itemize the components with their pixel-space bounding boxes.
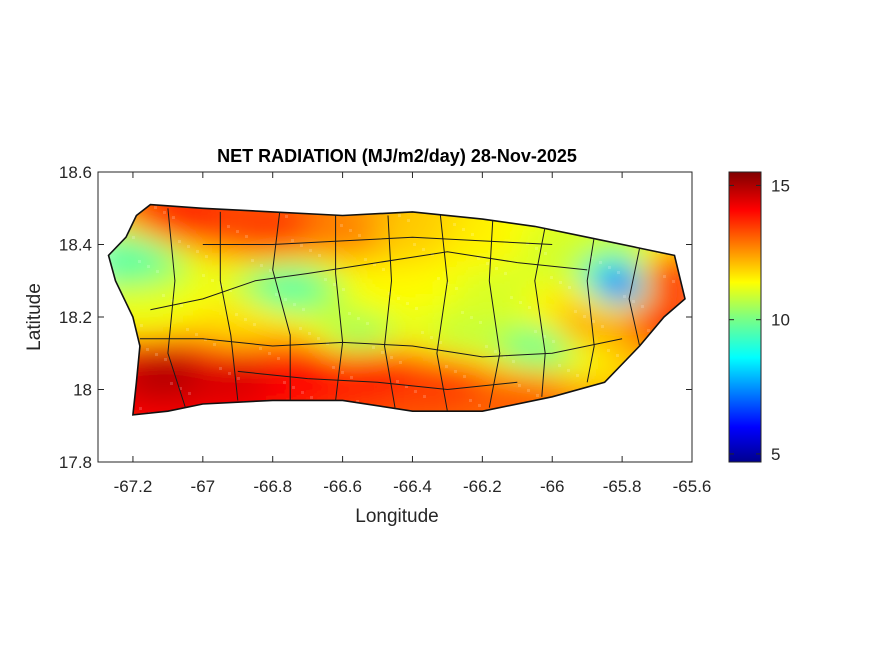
colorbar-tick-label: 10 <box>771 311 790 330</box>
y-axis-label: Latitude <box>24 283 45 351</box>
x-axis-ticks: -67.2 -67 -66.8 -66.6 -66.4 -66.2 -66 -65.8 -65.… <box>114 172 712 496</box>
y-tick-label: 18.2 <box>59 308 92 327</box>
x-tick-label: -66.2 <box>463 477 502 496</box>
x-tick-label: -65.6 <box>673 477 712 496</box>
x-tick-label: -66.6 <box>323 477 362 496</box>
municipality-boundaries <box>139 208 641 412</box>
colorbar-ticks: 5 10 15 <box>729 176 790 464</box>
y-tick-label: 18.4 <box>59 236 92 255</box>
y-tick-label: 17.8 <box>59 453 92 472</box>
x-tick-label: -67.2 <box>114 477 153 496</box>
colorbar-tick-label: 15 <box>771 176 790 195</box>
x-tick-label: -66.8 <box>253 477 292 496</box>
y-axis-ticks: 17.8 18 18.2 18.4 18.6 <box>59 163 692 472</box>
x-tick-label: -65.8 <box>603 477 642 496</box>
island-outline <box>107 203 686 416</box>
colorbar <box>728 171 762 463</box>
x-tick-label: -67 <box>191 477 216 496</box>
colorbar-tick-label: 5 <box>771 445 780 464</box>
x-tick-label: -66 <box>540 477 565 496</box>
y-tick-label: 18.6 <box>59 163 92 182</box>
x-tick-label: -66.4 <box>393 477 432 496</box>
y-tick-label: 18 <box>73 381 92 400</box>
chart-title: NET RADIATION (MJ/m2/day) 28-Nov-2025 <box>217 146 577 166</box>
x-axis-label: Longitude <box>355 506 438 527</box>
